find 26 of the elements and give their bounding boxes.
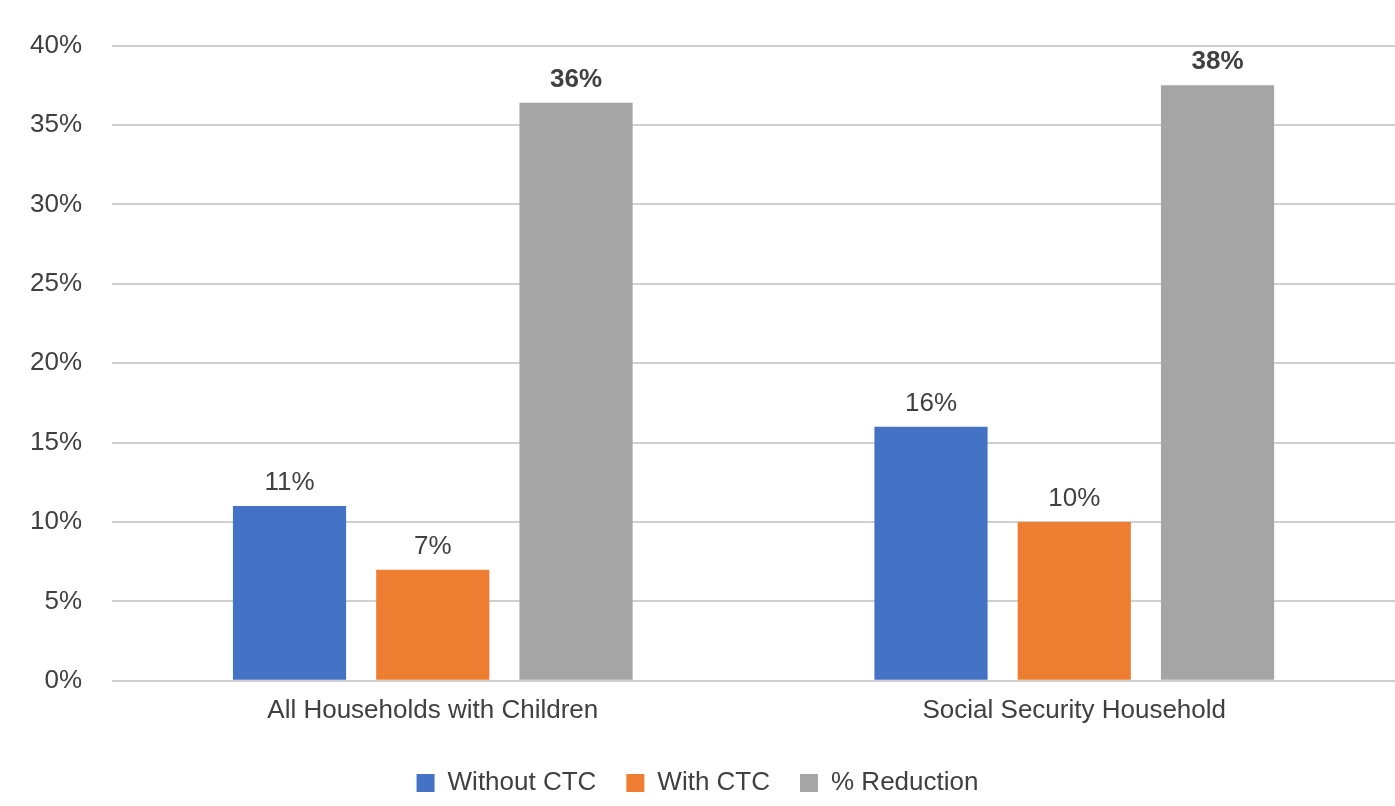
legend-label: With CTC (657, 766, 771, 797)
y-tick-label: 35% (29, 108, 83, 139)
data-label: 38% (1191, 45, 1244, 76)
y-tick-label: 20% (29, 346, 83, 377)
y-tick-label: 40% (29, 28, 83, 59)
y-tick-label: 15% (29, 425, 83, 456)
bar (232, 506, 347, 680)
bar (1017, 522, 1131, 680)
bar (874, 426, 988, 680)
data-label: 10% (1048, 482, 1101, 513)
bar (376, 569, 490, 680)
y-tick-label: 25% (29, 266, 83, 297)
legend-label: Without CTC (447, 766, 597, 797)
data-label: 16% (904, 386, 958, 417)
data-label: 11% (264, 466, 315, 497)
data-label: 36% (550, 62, 603, 93)
bar (519, 102, 633, 680)
x-tick-label: Social Security Household (922, 693, 1227, 724)
y-tick-label: 10% (29, 505, 83, 536)
x-tick-label: All Households with Children (267, 693, 599, 724)
y-tick-label: 5% (44, 584, 83, 615)
bar (1160, 85, 1275, 680)
legend-label: % Reduction (831, 766, 979, 797)
y-tick-label: 30% (29, 187, 83, 218)
y-tick-label: 0% (44, 663, 83, 694)
data-label: 7% (413, 529, 452, 560)
